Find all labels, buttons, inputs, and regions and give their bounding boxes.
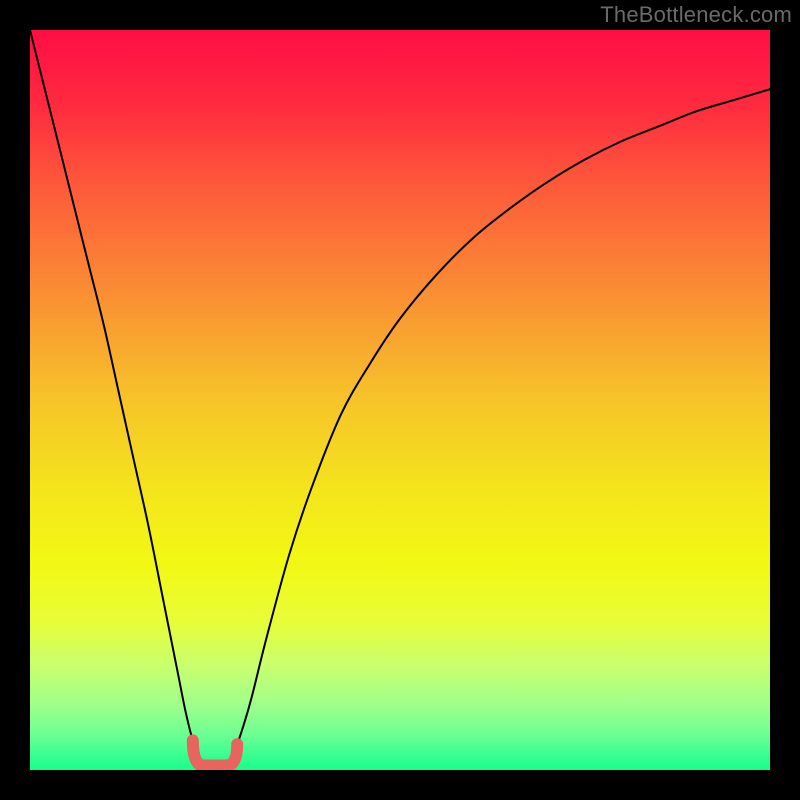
- chart-root: TheBottleneck.com: [0, 0, 800, 800]
- watermark-text: TheBottleneck.com: [600, 2, 792, 28]
- bottleneck-curve: [30, 30, 770, 770]
- plot-area: [30, 30, 770, 770]
- well-marker: [193, 740, 237, 765]
- main-curve-path: [30, 30, 770, 767]
